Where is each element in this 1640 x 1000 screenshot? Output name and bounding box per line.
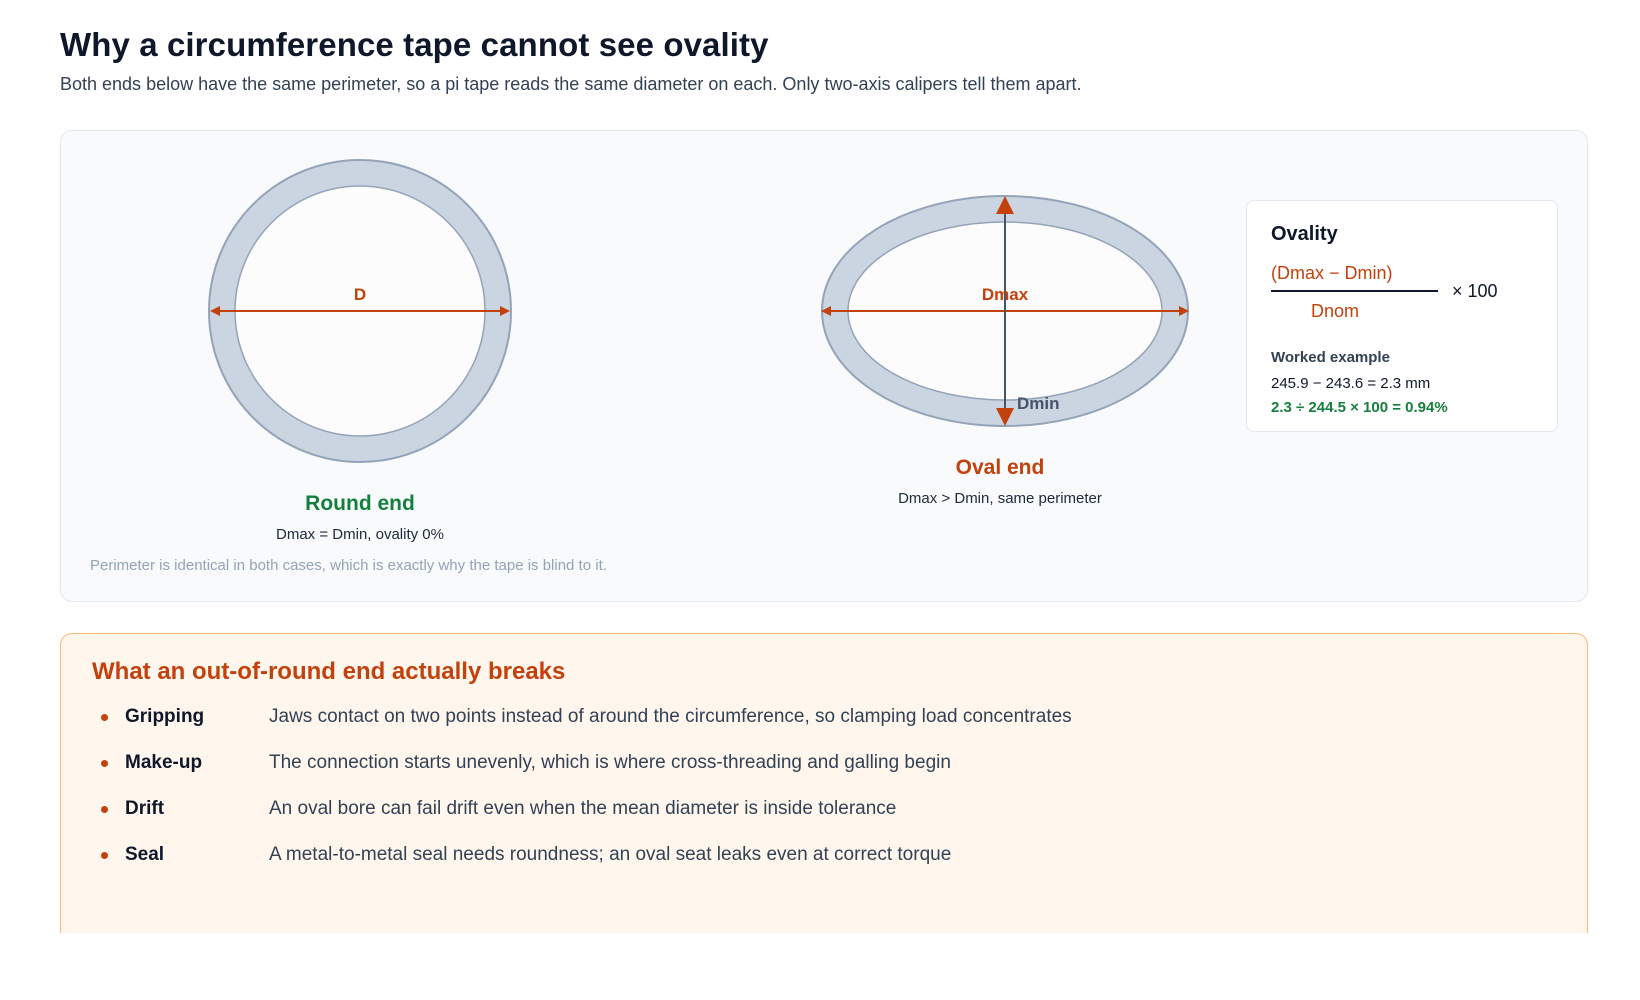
break-term: Seal — [125, 844, 165, 865]
worked-example-result: 2.3 ÷ 244.5 × 100 = 0.94% — [1271, 399, 1448, 416]
round-end-title: Round end — [305, 492, 415, 515]
oval-dmin-label: Dmin — [1017, 394, 1060, 413]
bullet-icon — [101, 806, 108, 813]
round-diameter-label: D — [354, 285, 366, 304]
break-term: Gripping — [125, 706, 205, 727]
breaks-panel: What an out-of-round end actually breaks… — [60, 633, 1588, 933]
bullet-icon — [101, 852, 108, 859]
round-end-subtitle: Dmax = Dmin, ovality 0% — [276, 526, 444, 543]
break-description: A metal-to-metal seal needs roundness; a… — [269, 844, 952, 865]
bullet-icon — [101, 714, 108, 721]
worked-example-line-1: 245.9 − 243.6 = 2.3 mm — [1271, 375, 1431, 392]
formula-multiplier: × 100 — [1452, 281, 1498, 301]
break-term: Drift — [125, 798, 165, 819]
diagram-canvas: D Dmax Dmin — [208, 159, 1189, 463]
ovality-formula-card: Ovality (Dmax − Dmin) × 100 Dnom Worked … — [1246, 200, 1558, 432]
oval-dmax-label: Dmax — [982, 285, 1029, 304]
break-description: Jaws contact on two points instead of ar… — [269, 706, 1072, 727]
oval-end-graphic: Dmax Dmin — [821, 195, 1189, 427]
break-description: An oval bore can fail drift even when th… — [269, 798, 897, 819]
break-term: Make-up — [125, 752, 203, 773]
breaks-title: What an out-of-round end actually breaks — [92, 658, 566, 685]
round-end-graphic: D — [208, 159, 512, 463]
oval-dmin-arrow-bottom — [996, 408, 1014, 426]
oval-end-subtitle: Dmax > Dmin, same perimeter — [898, 490, 1102, 507]
ovality-title: Ovality — [1271, 223, 1338, 245]
page-subtitle: Both ends below have the same perimeter,… — [60, 74, 1082, 94]
worked-example-title: Worked example — [1271, 349, 1390, 366]
page-title: Why a circumference tape cannot see oval… — [60, 26, 769, 63]
oval-dmin-arrow-top — [996, 196, 1014, 214]
formula-numerator: (Dmax − Dmin) — [1271, 263, 1393, 283]
oval-end-title: Oval end — [955, 456, 1045, 479]
break-description: The connection starts unevenly, which is… — [269, 752, 951, 773]
fraction-bar — [1271, 290, 1438, 292]
bullet-icon — [101, 760, 108, 767]
formula-denominator: Dnom — [1311, 301, 1360, 321]
diagram-footnote: Perimeter is identical in both cases, wh… — [90, 557, 607, 574]
